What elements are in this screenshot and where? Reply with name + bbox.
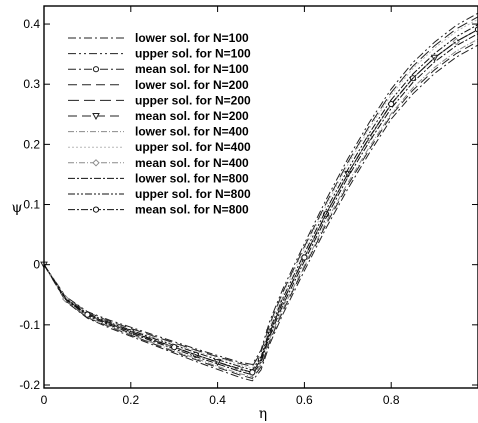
legend-item: mean sol. for N=800 [68,203,249,217]
legend-item: upper sol. for N=400 [68,140,251,154]
series-line [43,41,478,379]
legend-item: upper sol. for N=800 [68,187,251,201]
y-tick-label: -0.2 [19,378,40,392]
y-axis-title: ψ [12,200,23,216]
legend-label: upper sol. for N=100 [135,47,251,61]
series-group [43,33,478,376]
legend-item: upper sol. for N=200 [68,93,251,107]
series-marker [84,311,91,318]
series-marker [388,100,395,108]
legend-item: lower sol. for N=800 [68,171,249,185]
x-tick-label: 0.8 [383,393,400,407]
x-tick-label: 0.4 [209,393,226,407]
series-marker [171,343,178,351]
legend-label: upper sol. for N=200 [135,93,251,107]
axis-ticks [43,6,478,388]
series-group [43,44,478,382]
legend-item: mean sol. for N=400 [68,156,249,170]
series-group [43,16,478,367]
legend-item: lower sol. for N=200 [68,78,249,92]
x-tick-label: 0.2 [122,393,139,407]
legend-swatch-marker [92,113,100,121]
y-tick-label: 0.3 [23,77,40,91]
legend-label: lower sol. for N=800 [135,171,249,185]
x-axis-title: η [259,406,267,422]
x-tick-label: 0 [41,393,48,407]
y-tick-label: 0.4 [23,17,40,31]
legend-label: lower sol. for N=400 [135,125,249,139]
legend-label: mean sol. for N=400 [135,156,249,170]
series-marker [249,369,256,376]
x-tick-label: 0.6 [296,393,313,407]
legend-label: lower sol. for N=100 [135,31,249,45]
legend-label: upper sol. for N=800 [135,187,251,201]
legend-label: mean sol. for N=800 [135,203,249,217]
legend-swatch-marker [92,206,100,213]
series-line [43,29,478,373]
series-line [43,16,478,367]
legend-label: mean sol. for N=200 [135,109,249,123]
y-tick-label: -0.1 [19,318,40,332]
plot-frame [43,5,478,389]
legend-swatch-marker [92,159,100,167]
series-group [43,18,478,369]
series-group [43,24,478,371]
series-marker [301,254,308,261]
legend-label: mean sol. for N=100 [135,62,249,76]
legend-swatch-marker [92,66,100,73]
series-line [43,38,478,378]
series-group [43,38,478,378]
legend-item: mean sol. for N=100 [68,62,249,76]
legend-item: mean sol. for N=200 [68,109,249,123]
y-tick-label: 0 [33,258,40,272]
legend-label: upper sol. for N=400 [135,140,251,154]
series-line [43,18,478,369]
series-line [43,12,478,366]
axis-tick-labels: 0 0.2 0.4 0.6 0.8 -0.2 -0.1 0 0.1 0.2 0.3 0.4 [19,17,400,407]
y-tick-label: 0.1 [23,198,40,212]
legend-label: lower sol. for N=200 [135,78,249,92]
legend: lower sol. for N=100 upper sol. for N=100… [68,31,251,217]
series-group [43,41,478,379]
series-line [43,24,478,371]
legend-item: lower sol. for N=400 [68,125,249,139]
series-line [43,33,478,376]
series-group [43,12,478,366]
y-tick-label: 0.2 [23,137,40,151]
legend-item: upper sol. for N=100 [68,47,251,61]
series-line [43,44,478,382]
legend-item: lower sol. for N=100 [68,31,249,45]
